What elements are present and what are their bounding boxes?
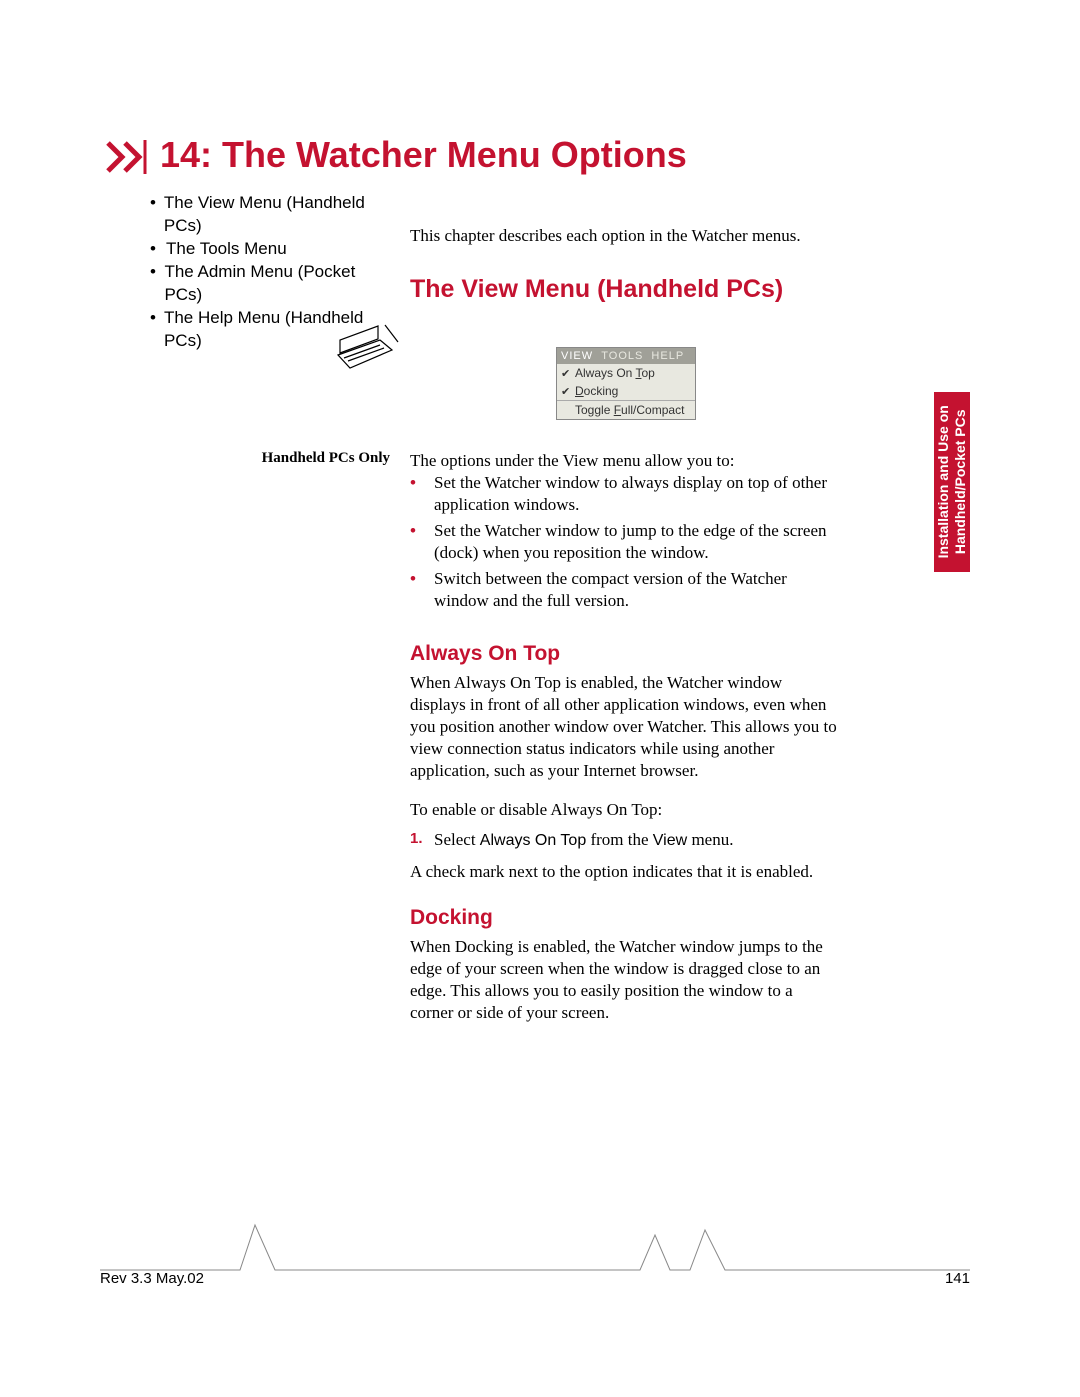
menu-bar: VIEW TOOLS HELP [557,348,695,364]
menu-item-always-on-top: ✔Always On Top [557,364,695,382]
revision-label: Rev 3.3 May.02 [100,1270,204,1287]
step-text: Select Always On Top from the View menu. [434,830,840,850]
chapter-title: 14: The Watcher Menu Options [160,134,687,176]
menu-item-toggle: Toggle Full/Compact [557,400,695,419]
section-tab-line2: Handheld/Pocket PCs [952,410,968,555]
option-item: Switch between the compact version of th… [434,568,840,612]
checkmark-note: A check mark next to the option indicate… [410,862,840,882]
view-menu-screenshot: VIEW TOOLS HELP ✔Always On Top ✔Docking … [556,347,696,420]
step-number: 1. [410,830,434,850]
toc-item: The Tools Menu [166,238,287,261]
step-1: 1. Select Always On Top from the View me… [410,830,840,850]
margin-note: Handheld PCs Only [230,450,390,467]
options-list: •Set the Watcher window to always displa… [410,472,840,617]
page-number: 141 [945,1270,970,1287]
toc-item: The View Menu (Handheld PCs) [164,192,375,238]
subheading-docking: Docking [410,906,493,930]
option-item: Set the Watcher window to jump to the ed… [434,520,840,564]
option-item: Set the Watcher window to always display… [434,472,840,516]
docking-body: When Docking is enabled, the Watcher win… [410,936,840,1024]
section-tab: Installation and Use on Handheld/Pocket … [934,392,970,572]
chapter-intro: This chapter describes each option in th… [410,225,840,247]
section-tab-line1: Installation and Use on [935,405,951,558]
menu-item-docking: ✔Docking [557,382,695,400]
options-intro: The options under the View menu allow yo… [410,450,840,472]
handheld-device-icon [330,320,400,380]
toc-item: The Admin Menu (Pocket PCs) [164,261,375,307]
section-heading-view-menu: The View Menu (Handheld PCs) [410,275,783,304]
chapter-chevrons-icon [105,140,155,174]
subheading-always-on-top: Always On Top [410,642,560,666]
always-on-top-body: When Always On Top is enabled, the Watch… [410,672,840,782]
enable-instruction: To enable or disable Always On Top: [410,800,840,820]
page-footer: Rev 3.3 May.02 141 [100,1270,970,1287]
